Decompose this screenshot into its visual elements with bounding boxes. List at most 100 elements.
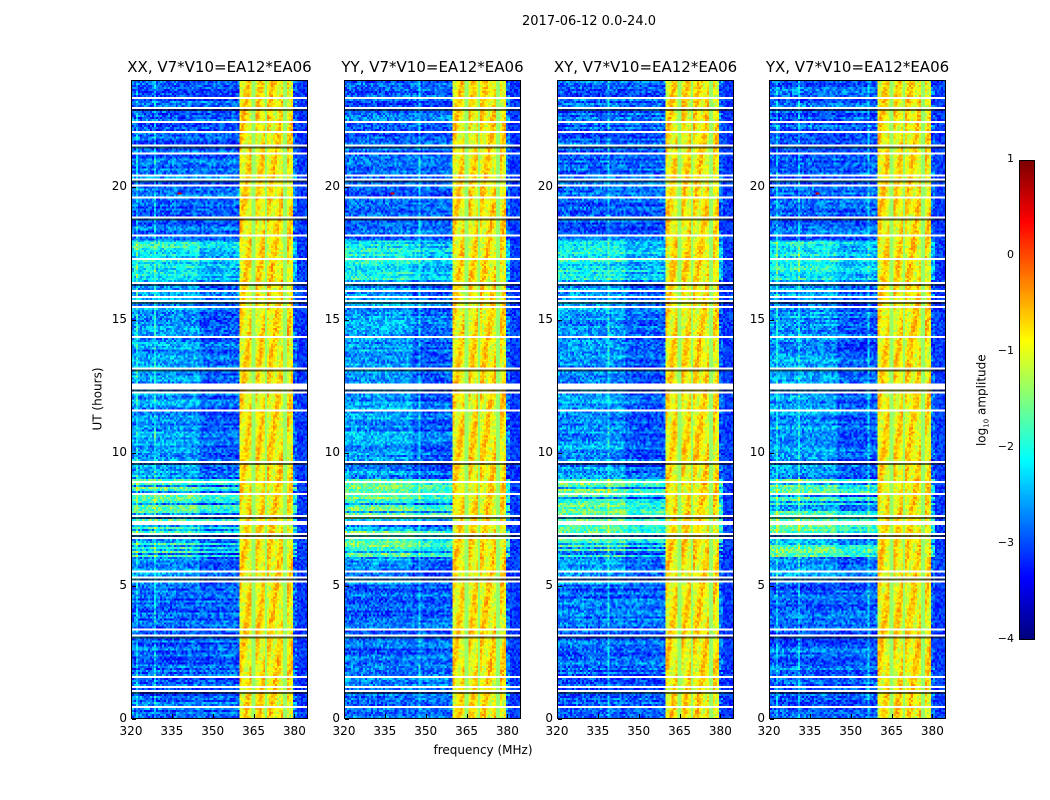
y-tick-label: 20 (324, 178, 340, 193)
y-tick-label: 20 (111, 178, 127, 193)
y-tick-mark (345, 585, 349, 587)
y-tick-mark (132, 585, 136, 587)
y-tick-mark (770, 186, 774, 188)
x-tick-label: 350 (627, 724, 651, 738)
y-tick-label: 0 (119, 711, 127, 725)
colorbar-tick-label: 0 (1007, 248, 1014, 261)
x-tick-label: 365 (880, 724, 903, 738)
x-tick-mark (638, 714, 640, 718)
y-tick-label: 10 (749, 444, 765, 459)
colorbar-tick-label: −2 (997, 440, 1014, 453)
y-tick-label: 0 (332, 711, 340, 725)
x-tick-mark (769, 714, 770, 718)
y-tick-label: 20 (749, 178, 765, 193)
heatmap-image (345, 81, 520, 718)
y-tick-label: 10 (324, 444, 340, 459)
y-tick-mark (345, 319, 349, 321)
y-tick-label: 5 (119, 577, 127, 592)
x-tick-label: 335 (160, 724, 184, 738)
y-tick-label: 15 (324, 311, 340, 326)
y-tick-mark (132, 719, 136, 720)
x-tick-mark (507, 714, 509, 718)
y-tick-mark (558, 186, 562, 188)
x-tick-label: 320 (119, 724, 143, 738)
y-tick-mark (132, 319, 136, 321)
x-tick-label: 320 (332, 724, 356, 738)
y-tick-mark (770, 319, 774, 321)
y-tick-mark (770, 719, 774, 720)
y-tick-mark (558, 719, 562, 720)
figure-title: 2017-06-12 0.0-24.0 (522, 14, 656, 29)
x-tick-label: 380 (708, 724, 732, 738)
x-tick-mark (597, 714, 599, 718)
x-tick-mark (425, 714, 427, 718)
x-tick-label: 350 (839, 724, 863, 738)
colorbar-gradient (1020, 161, 1034, 639)
x-tick-mark (344, 714, 345, 718)
y-tick-label: 10 (111, 444, 127, 459)
heatmap-panel (344, 80, 521, 719)
y-tick-label: 5 (757, 577, 765, 592)
x-tick-label: 320 (545, 724, 569, 738)
x-tick-mark (720, 714, 722, 718)
x-tick-mark (212, 714, 214, 718)
x-tick-label: 350 (201, 724, 225, 738)
y-tick-label: 15 (749, 311, 765, 326)
x-tick-label: 380 (495, 724, 519, 738)
heatmap-image (558, 81, 733, 718)
colorbar-tick-label: −4 (997, 632, 1014, 645)
x-tick-mark (891, 714, 893, 718)
panel-title: XX, V7*V10=EA12*EA06 (127, 58, 312, 76)
y-tick-mark (132, 452, 136, 454)
heatmap-image (132, 81, 307, 718)
heatmap-panel (557, 80, 734, 719)
x-tick-label: 335 (373, 724, 397, 738)
x-tick-label: 365 (668, 724, 691, 738)
y-tick-mark (558, 452, 562, 454)
x-tick-label: 380 (282, 724, 306, 738)
y-tick-mark (345, 719, 349, 720)
x-tick-mark (679, 714, 681, 718)
x-tick-label: 335 (798, 724, 822, 738)
x-tick-label: 350 (414, 724, 438, 738)
y-tick-label: 15 (111, 311, 127, 326)
x-tick-mark (253, 714, 255, 718)
x-tick-mark (131, 714, 132, 718)
x-tick-label: 320 (757, 724, 781, 738)
y-tick-mark (345, 186, 349, 188)
y-tick-mark (132, 186, 136, 188)
y-tick-mark (558, 585, 562, 587)
panel-title: YX, V7*V10=EA12*EA06 (765, 58, 950, 76)
y-tick-label: 0 (545, 711, 553, 725)
y-tick-label: 20 (537, 178, 553, 193)
colorbar (1019, 160, 1035, 640)
heatmap-image (770, 81, 945, 718)
heatmap-panel (131, 80, 308, 719)
x-tick-label: 335 (586, 724, 610, 738)
panel-title: XY, V7*V10=EA12*EA06 (553, 58, 738, 76)
heatmap-panel (769, 80, 946, 719)
x-tick-mark (466, 714, 468, 718)
y-tick-label: 5 (332, 577, 340, 592)
x-axis-label: frequency (MHz) (433, 743, 533, 757)
panel-title: YY, V7*V10=EA12*EA06 (341, 58, 524, 76)
y-tick-label: 0 (757, 711, 765, 725)
y-tick-mark (770, 585, 774, 587)
x-tick-mark (384, 714, 386, 718)
colorbar-tick-label: 1 (1007, 152, 1014, 165)
x-tick-mark (850, 714, 852, 718)
colorbar-tick-label: −3 (997, 536, 1014, 549)
x-tick-label: 365 (242, 724, 265, 738)
y-tick-label: 15 (537, 311, 553, 326)
x-tick-mark (294, 714, 296, 718)
colorbar-tick-label: −1 (997, 344, 1014, 357)
x-tick-label: 380 (920, 724, 944, 738)
x-tick-mark (171, 714, 173, 718)
y-tick-mark (345, 452, 349, 454)
x-tick-mark (932, 714, 934, 718)
y-tick-label: 5 (545, 577, 553, 592)
x-tick-mark (557, 714, 558, 718)
y-tick-mark (770, 452, 774, 454)
x-tick-mark (809, 714, 811, 718)
